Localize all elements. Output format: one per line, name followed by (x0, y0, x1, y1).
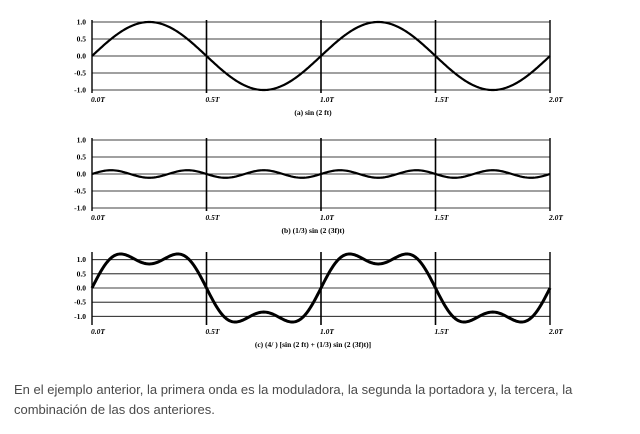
panel-3-xtick-label: 0.5T (206, 327, 220, 336)
panel-3-xtick-label: 1.0T (320, 327, 334, 336)
explanation-paragraph: En el ejemplo anterior, la primera onda … (14, 382, 573, 417)
panel-1-xtick-label: 1.5T (435, 95, 449, 104)
panel-1-caption: (a) sin (2 ft) (294, 108, 332, 117)
panel-2-xtick-label: 2.0T (548, 213, 563, 222)
panel-2-waveform (91, 169, 551, 179)
panel-3-xtick-label: 1.5T (435, 327, 449, 336)
panel-1-xtick-label: 1.0T (320, 95, 334, 104)
panel-3-ytick-label: 0.5 (77, 269, 87, 278)
panel-1-xtick-label: 0.0T (91, 95, 105, 104)
panel-3-caption: (c) (4/ ) [sin (2 ft) + (1/3) sin (2 (3f… (255, 340, 371, 349)
panel-1-ytick-label: 0.0 (77, 52, 87, 61)
panel-2-ytick-label: 0.0 (77, 170, 87, 179)
panel-1-xtick-label: 0.5T (206, 95, 220, 104)
panel-2-caption: (b) (1/3) sin (2 (3f)t) (282, 226, 345, 235)
panel-2-xtick-label: 1.0T (320, 213, 334, 222)
panel-3-xtick-label: 2.0T (548, 327, 563, 336)
panel-2-ytick-label: -1.0 (74, 204, 86, 213)
panel-1-ytick-label: -1.0 (74, 86, 86, 95)
panel-3-ytick-label: 1.0 (77, 255, 87, 264)
panel-2-xtick-label: 1.5T (435, 213, 449, 222)
panel-1-ytick-label: 0.5 (77, 35, 87, 44)
panel-3-ytick-label: 0.0 (77, 284, 87, 293)
panel-3-ytick-label: -0.5 (74, 298, 86, 307)
panel-1-xtick-label: 2.0T (548, 95, 563, 104)
panel-2-xtick-label: 0.0T (91, 213, 105, 222)
panel-3-waveform (90, 252, 552, 324)
panel-1-ytick-label: -0.5 (74, 69, 86, 78)
panel-2-ytick-label: 1.0 (77, 136, 87, 145)
panel-2-ytick-label: -0.5 (74, 187, 86, 196)
figure: 1.0 0.5 0.0 -0.5 -1.0 0.0T 0.5T 1.0T 1.5T 2.0T (a)… (74, 18, 563, 350)
panel-2-xtick-label: 0.5T (206, 213, 220, 222)
panel-1-ytick-label: 1.0 (77, 18, 87, 27)
panel-2-ytick-label: 0.5 (77, 153, 87, 162)
panel-1-waveform (91, 20, 551, 92)
panel-3-xtick-label: 0.0T (91, 327, 105, 336)
panel-3-ytick-label: -1.0 (74, 312, 86, 321)
